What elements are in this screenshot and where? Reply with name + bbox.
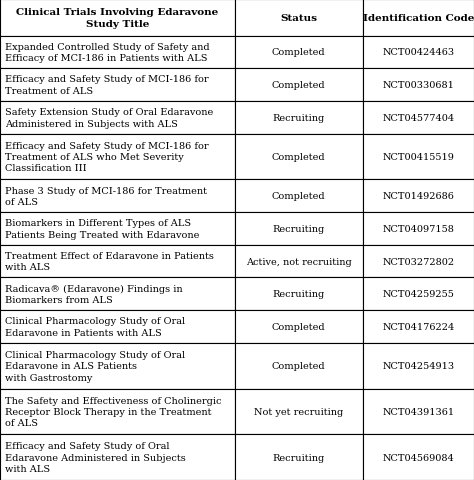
Text: Expanded Controlled Study of Safety and
Efficacy of MCI-186 in Patients with ALS: Expanded Controlled Study of Safety and … [5,43,210,63]
Text: NCT00415519: NCT00415519 [383,153,454,162]
Bar [235,36,363,69]
Bar [363,0,474,36]
Text: Recruiting: Recruiting [273,453,325,462]
Text: Recruiting: Recruiting [273,225,325,233]
Bar [235,0,363,36]
Text: NCT04097158: NCT04097158 [383,225,454,233]
Text: Active, not recruiting: Active, not recruiting [246,257,352,266]
Text: Safety Extension Study of Oral Edaravone
Administered in Subjects with ALS: Safety Extension Study of Oral Edaravone… [5,108,213,128]
Text: NCT04391361: NCT04391361 [382,407,455,416]
Text: Status: Status [280,14,317,23]
Text: NCT04259255: NCT04259255 [383,290,454,299]
Bar [363,69,474,102]
Bar [235,278,363,311]
Bar [235,434,363,480]
Text: Recruiting: Recruiting [273,114,325,122]
Bar [0,36,235,69]
Text: NCT04176224: NCT04176224 [382,323,455,331]
Bar [235,102,363,134]
Text: Completed: Completed [272,361,326,371]
Text: NCT04577404: NCT04577404 [382,114,455,122]
Text: NCT00330681: NCT00330681 [383,81,454,90]
Bar [363,434,474,480]
Text: Completed: Completed [272,81,326,90]
Text: NCT04569084: NCT04569084 [383,453,454,462]
Text: Biomarkers in Different Types of ALS
Patients Being Treated with Edaravone: Biomarkers in Different Types of ALS Pat… [5,219,200,239]
Text: Completed: Completed [272,48,326,57]
Bar [0,213,235,245]
Bar [235,134,363,180]
Text: Clinical Pharmacology Study of Oral
Edaravone in ALS Patients
with Gastrostomy: Clinical Pharmacology Study of Oral Edar… [5,350,185,382]
Text: Identification Code: Identification Code [363,14,474,23]
Bar [235,180,363,213]
Text: Radicava® (Edaravone) Findings in
Biomarkers from ALS: Radicava® (Edaravone) Findings in Biomar… [5,284,182,304]
Bar [0,69,235,102]
Text: Clinical Trials Involving Edaravone
Study Title: Clinical Trials Involving Edaravone Stud… [16,8,219,28]
Bar [0,0,235,36]
Bar [235,343,363,389]
Bar [363,36,474,69]
Bar [0,278,235,311]
Text: Recruiting: Recruiting [273,290,325,299]
Bar [0,311,235,343]
Text: Efficacy and Safety Study of MCI-186 for
Treatment of ALS who Met Severity
Class: Efficacy and Safety Study of MCI-186 for… [5,141,209,173]
Text: Completed: Completed [272,192,326,201]
Text: Treatment Effect of Edaravone in Patients
with ALS: Treatment Effect of Edaravone in Patient… [5,252,214,272]
Bar [0,134,235,180]
Bar [0,102,235,134]
Text: NCT03272802: NCT03272802 [382,257,455,266]
Bar [363,278,474,311]
Bar [0,389,235,434]
Bar [363,343,474,389]
Text: Completed: Completed [272,323,326,331]
Bar [235,213,363,245]
Bar [0,434,235,480]
Text: The Safety and Effectiveness of Cholinergic
Receptor Block Therapy in the Treatm: The Safety and Effectiveness of Choliner… [5,396,221,428]
Text: NCT00424463: NCT00424463 [382,48,455,57]
Bar [0,180,235,213]
Bar [363,245,474,278]
Bar [363,134,474,180]
Bar [363,213,474,245]
Text: Clinical Pharmacology Study of Oral
Edaravone in Patients with ALS: Clinical Pharmacology Study of Oral Edar… [5,317,185,337]
Bar [235,389,363,434]
Text: NCT04254913: NCT04254913 [382,361,455,371]
Text: Completed: Completed [272,153,326,162]
Bar [235,245,363,278]
Bar [363,311,474,343]
Bar [235,311,363,343]
Bar [363,180,474,213]
Text: NCT01492686: NCT01492686 [383,192,454,201]
Bar [235,69,363,102]
Text: Phase 3 Study of MCI-186 for Treatment
of ALS: Phase 3 Study of MCI-186 for Treatment o… [5,186,207,206]
Bar [363,389,474,434]
Text: Efficacy and Safety Study of MCI-186 for
Treatment of ALS: Efficacy and Safety Study of MCI-186 for… [5,75,209,96]
Text: Efficacy and Safety Study of Oral
Edaravone Administered in Subjects
with ALS: Efficacy and Safety Study of Oral Edarav… [5,441,186,473]
Bar [0,245,235,278]
Text: Not yet recruiting: Not yet recruiting [254,407,343,416]
Bar [363,102,474,134]
Bar [0,343,235,389]
